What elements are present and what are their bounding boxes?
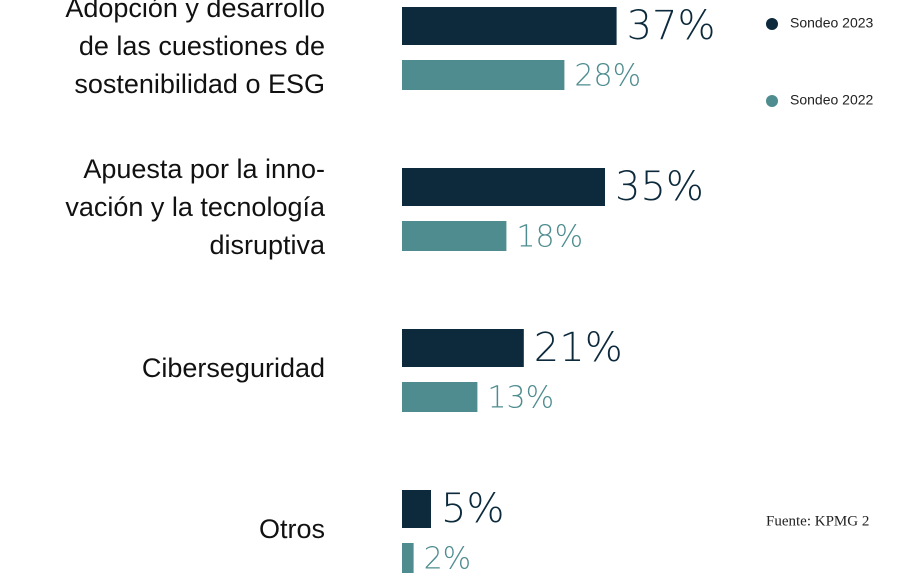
category-label: Adopción y desarrollo — [65, 0, 325, 23]
value-label: 5% — [441, 486, 504, 532]
category-label: Apuesta por la inno- — [83, 154, 325, 184]
bar — [402, 221, 507, 251]
category-label: de las cuestiones de — [79, 31, 325, 61]
category-label: Ciberseguridad — [142, 353, 325, 383]
bar — [402, 60, 565, 90]
bar — [402, 382, 478, 412]
bar — [402, 7, 617, 45]
legend-marker — [766, 18, 778, 30]
value-label: 13% — [487, 381, 554, 416]
bar — [402, 490, 431, 528]
bar — [402, 543, 414, 573]
source: Fuente: KPMG 2 — [766, 513, 869, 529]
legend-label: Sondeo 2022 — [790, 92, 874, 108]
legend-label: Sondeo 2023 — [790, 15, 874, 31]
bar — [402, 329, 524, 367]
category-label: Otros — [259, 514, 325, 544]
value-label: 28% — [574, 59, 641, 94]
category-label: sostenibilidad o ESG — [74, 69, 325, 99]
value-label: 18% — [516, 220, 583, 255]
value-label: 21% — [534, 325, 623, 371]
value-label: 2% — [424, 542, 472, 577]
category-label: disruptiva — [209, 230, 326, 260]
bar — [402, 168, 605, 206]
category-label: vación y la tecnología — [65, 192, 326, 222]
value-label: 35% — [615, 164, 704, 210]
legend-marker — [766, 95, 778, 107]
value-label: 37% — [627, 3, 716, 49]
